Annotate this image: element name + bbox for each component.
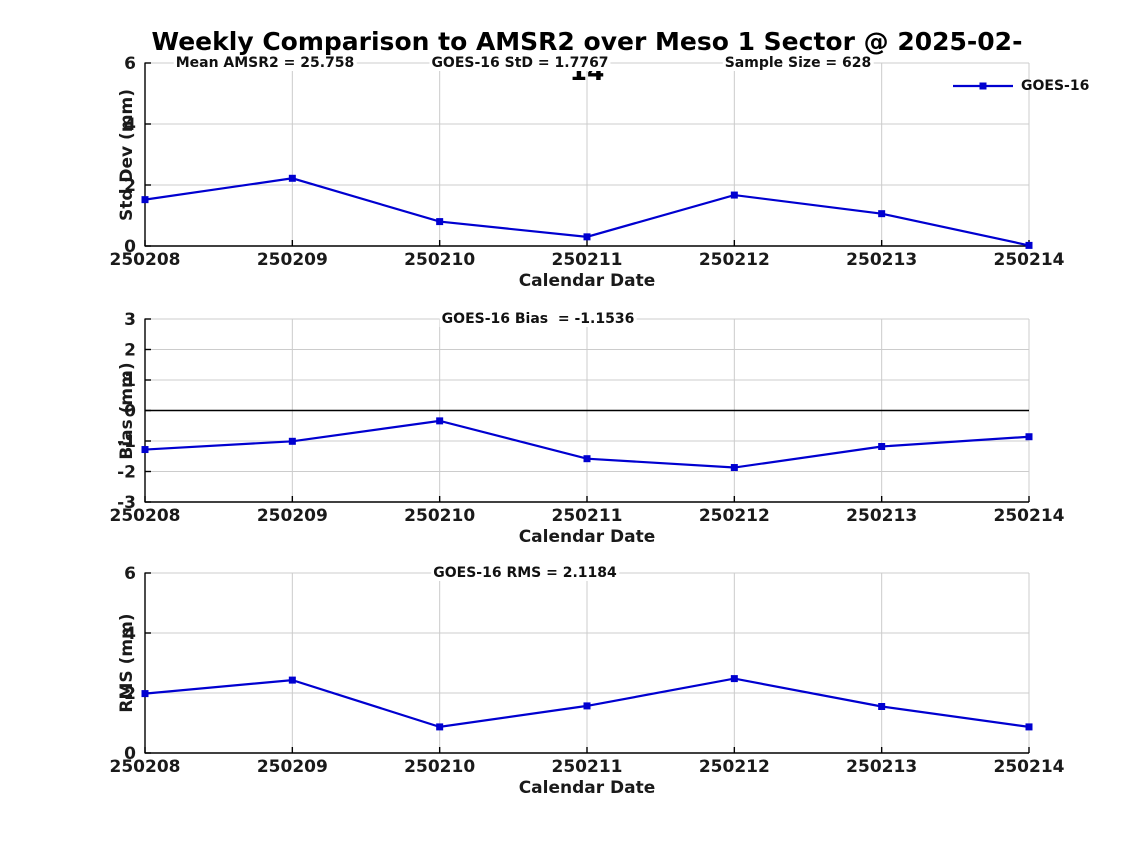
y-axis-label-stddev: Std Dev (mm): [117, 88, 137, 221]
data-point-marker: [1025, 723, 1033, 731]
data-point-marker: [141, 196, 149, 204]
y-tick-label: 4: [124, 624, 136, 644]
data-point-marker: [288, 437, 296, 445]
x-tick-label: 250208: [110, 757, 181, 777]
data-point-marker: [583, 455, 591, 463]
x-tick-label: 250212: [699, 250, 770, 270]
x-tick-label: 250209: [257, 506, 328, 526]
x-tick-label: 250213: [846, 250, 917, 270]
data-point-marker: [436, 417, 444, 425]
data-point-marker: [1025, 433, 1033, 441]
data-point-marker: [878, 703, 886, 710]
data-point-marker: [730, 464, 738, 472]
y-tick-label: -1: [117, 432, 136, 452]
y-tick-label: -2: [117, 463, 136, 483]
annotation-goes16-bias: GOES-16 Bias = -1.1536: [439, 311, 637, 327]
y-tick-label: 3: [124, 310, 136, 330]
y-tick-label: 0: [124, 402, 136, 422]
x-tick-label: 250214: [994, 506, 1065, 526]
y-tick-label: 6: [124, 54, 136, 74]
y-tick-label: 2: [124, 341, 136, 361]
x-tick-label: 250211: [552, 757, 623, 777]
x-tick-label: 250211: [552, 250, 623, 270]
data-point-marker: [436, 723, 444, 731]
data-point-marker: [583, 233, 591, 241]
data-point-marker: [1025, 241, 1033, 249]
annotation-mean-amsr2: Mean AMSR2 = 25.758: [173, 55, 357, 71]
data-point-marker: [436, 218, 444, 226]
y-tick-label: 6: [124, 564, 136, 584]
x-tick-label: 250209: [257, 757, 328, 777]
x-tick-label: 250214: [994, 757, 1065, 777]
y-tick-label: 0: [124, 237, 136, 257]
x-axis-label-rms: Calendar Date: [518, 778, 656, 798]
y-tick-label: 2: [124, 684, 136, 704]
x-axis-label-bias: Calendar Date: [518, 527, 656, 547]
x-tick-label: 250208: [110, 250, 181, 270]
x-tick-label: 250211: [552, 506, 623, 526]
x-tick-label: 250210: [404, 757, 475, 777]
x-tick-label: 250210: [404, 506, 475, 526]
data-point-marker: [878, 210, 886, 218]
legend-label: GOES-16: [1021, 78, 1090, 94]
data-point-marker: [141, 690, 149, 698]
x-axis-label-stddev: Calendar Date: [518, 271, 656, 291]
x-tick-label: 250214: [994, 250, 1065, 270]
x-tick-label: 250213: [846, 757, 917, 777]
data-point-marker: [730, 675, 738, 683]
x-tick-label: 250213: [846, 506, 917, 526]
x-tick-label: 250209: [257, 250, 328, 270]
y-tick-label: 4: [124, 115, 136, 135]
data-point-marker: [141, 446, 149, 454]
x-tick-label: 250212: [699, 506, 770, 526]
y-tick-label: 2: [124, 176, 136, 196]
data-point-marker: [730, 191, 738, 199]
x-tick-label: 250212: [699, 757, 770, 777]
annotation-goes16-std: GOES-16 StD = 1.7767: [429, 55, 611, 71]
y-axis-label-bias: Bias (mm): [117, 361, 137, 460]
y-tick-label: 0: [124, 744, 136, 764]
x-tick-label: 250210: [404, 250, 475, 270]
annotation-sample-size: Sample Size = 628: [722, 55, 874, 71]
data-point-marker: [878, 442, 886, 450]
legend: GOES-16: [953, 77, 1089, 95]
legend-line-marker-icon: [953, 82, 1013, 90]
y-tick-label: -3: [117, 493, 136, 513]
data-point-marker: [288, 676, 296, 684]
data-point-marker: [583, 702, 591, 710]
x-tick-label: 250208: [110, 506, 181, 526]
legend-marker-icon: [979, 82, 987, 90]
y-axis-label-rms: RMS (mm): [117, 613, 137, 713]
annotation-goes16-rms: GOES-16 RMS = 2.1184: [431, 565, 619, 581]
figure-title: Weekly Comparison to AMSR2 over Meso 1 S…: [151, 27, 1023, 86]
data-point-marker: [288, 174, 296, 182]
y-tick-label: 1: [124, 371, 136, 391]
